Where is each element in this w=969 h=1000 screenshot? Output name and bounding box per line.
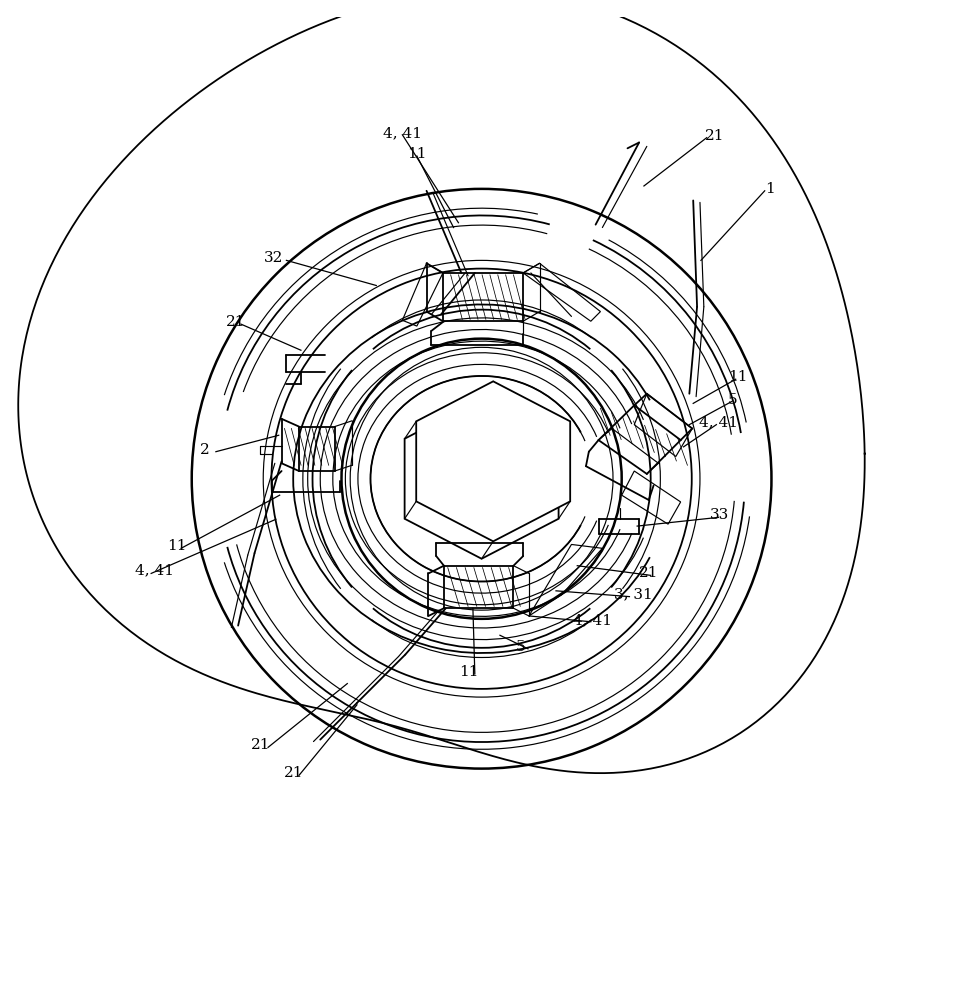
Text: 4, 41: 4, 41 (699, 416, 738, 430)
Text: 21: 21 (640, 566, 659, 580)
Text: 11: 11 (407, 147, 426, 161)
Text: 2: 2 (200, 443, 209, 457)
Text: 11: 11 (728, 370, 747, 384)
Text: 1: 1 (765, 182, 774, 196)
Text: 33: 33 (709, 508, 729, 522)
Polygon shape (405, 399, 558, 559)
Text: 21: 21 (704, 129, 724, 143)
Text: 4, 41: 4, 41 (135, 564, 173, 578)
Text: 4, 41: 4, 41 (574, 613, 612, 627)
Text: 5: 5 (728, 393, 737, 407)
Text: 4, 41: 4, 41 (383, 126, 422, 140)
Text: 32: 32 (265, 251, 284, 265)
Text: 21: 21 (284, 766, 303, 780)
Polygon shape (417, 381, 570, 541)
Text: 11: 11 (168, 539, 187, 553)
Text: 11: 11 (459, 665, 479, 679)
Text: 3, 31: 3, 31 (614, 588, 653, 602)
Text: 5: 5 (516, 640, 525, 654)
Text: 21: 21 (251, 738, 270, 752)
Text: 21: 21 (226, 315, 245, 329)
